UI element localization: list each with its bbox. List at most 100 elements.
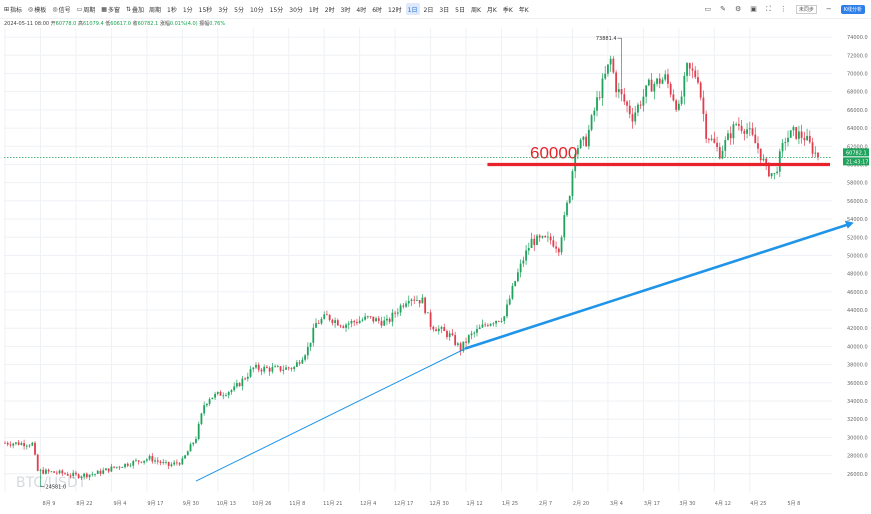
more-icon[interactable]: ⋮: [779, 5, 787, 13]
y-tick-label: 44000.0: [847, 308, 868, 314]
candle: [418, 299, 421, 308]
candle: [519, 259, 522, 278]
period-8[interactable]: 30分: [289, 6, 303, 14]
toolbar-button-2[interactable]: ◎ 信号: [50, 3, 72, 15]
period-10[interactable]: 2时: [324, 6, 335, 14]
candle: [593, 107, 596, 122]
candle-body: [617, 89, 620, 93]
snapshot-icon[interactable]: ▣: [750, 5, 757, 13]
candle: [285, 364, 287, 370]
period-20[interactable]: 月K: [486, 6, 497, 14]
toolbar-button-4[interactable]: ▦ 多窗: [99, 3, 122, 15]
candle-body: [426, 312, 429, 314]
period-7[interactable]: 15分: [269, 6, 284, 14]
candle-body: [677, 103, 680, 110]
sync-select[interactable]: 未同步: [795, 4, 817, 14]
y-tick-label: 28000.0: [847, 454, 868, 460]
period-11[interactable]: 3时: [340, 6, 351, 14]
candle-body: [353, 321, 356, 323]
candle: [746, 122, 748, 139]
candle: [304, 353, 307, 362]
period-13[interactable]: 6时: [372, 6, 383, 14]
candle-body: [634, 112, 637, 122]
period-22[interactable]: 年K: [518, 6, 529, 14]
period-16[interactable]: 2日: [423, 6, 434, 14]
period-4[interactable]: 3分: [218, 6, 229, 14]
candle-body: [334, 320, 337, 323]
toolbar-button-0[interactable]: ⊞ 指标: [2, 3, 24, 15]
candle: [503, 315, 506, 325]
period-6[interactable]: 10分: [249, 6, 264, 14]
candle: [776, 166, 778, 175]
period-14[interactable]: 12时: [388, 6, 402, 14]
candle-body: [574, 154, 577, 172]
candle: [377, 315, 380, 324]
x-tick-label: 5月 8: [787, 501, 800, 507]
candle-body: [331, 319, 334, 323]
period-5[interactable]: 5分: [234, 6, 244, 14]
draw-icon[interactable]: ✎: [720, 5, 727, 13]
candle-body: [568, 196, 571, 203]
candle-body: [241, 378, 244, 387]
period-0[interactable]: 周期: [149, 6, 162, 14]
y-tick-label: 40000.0: [847, 344, 868, 350]
candle: [75, 470, 77, 477]
x-tick-label: 10月 26: [252, 501, 271, 507]
candle: [6, 441, 9, 447]
period-15[interactable]: 1日: [405, 3, 420, 15]
period-17[interactable]: 3日: [439, 6, 450, 14]
ohlc-high: 61079.4: [82, 21, 104, 27]
candle-body: [315, 323, 317, 328]
candle-body: [443, 327, 446, 332]
minimize-icon[interactable]: −: [825, 5, 832, 13]
toolbar-button-5[interactable]: ⇅ 叠加: [124, 3, 146, 15]
candle: [208, 397, 211, 406]
candle: [342, 324, 345, 329]
candle: [514, 280, 517, 287]
candle: [495, 320, 497, 328]
mode-badge[interactable]: K线分析: [840, 4, 865, 14]
candle: [326, 310, 328, 316]
toolbar-button-3[interactable]: ▭ 周期: [75, 3, 98, 15]
settings-icon[interactable]: ⚙: [735, 5, 742, 13]
candle: [260, 367, 263, 376]
candle: [748, 121, 751, 137]
candle: [290, 367, 293, 372]
candle-body: [732, 124, 735, 139]
layout-icon[interactable]: ▭: [704, 5, 712, 13]
candle-body: [522, 260, 525, 264]
candle: [798, 125, 800, 145]
toolbar-button-1[interactable]: ◎ 模板: [26, 3, 48, 15]
period-18[interactable]: 5日: [455, 6, 465, 14]
candle: [511, 283, 514, 301]
period-2[interactable]: 1分: [182, 6, 193, 14]
candle-body: [680, 96, 683, 104]
candle-body: [61, 470, 64, 474]
period-21[interactable]: 季K: [502, 6, 513, 14]
candle: [42, 466, 45, 475]
period-19[interactable]: 周K: [470, 6, 481, 14]
candle: [817, 152, 819, 161]
candle: [140, 461, 143, 464]
candle-body: [767, 163, 770, 177]
period-9[interactable]: 1时: [308, 6, 319, 14]
candle: [9, 441, 12, 448]
candle-body: [255, 364, 257, 368]
period-12[interactable]: 4时: [356, 6, 367, 14]
candle-body: [42, 469, 45, 474]
candle: [36, 453, 39, 472]
period-3[interactable]: 15秒: [198, 6, 213, 14]
candle: [353, 319, 356, 327]
candle: [282, 365, 285, 375]
fullscreen-icon[interactable]: ⛶: [765, 4, 771, 13]
candle: [364, 312, 367, 321]
candle-body: [579, 139, 582, 149]
candle-body: [388, 318, 391, 322]
candle-body: [511, 286, 514, 299]
period-1[interactable]: 1秒: [167, 6, 177, 14]
candle: [683, 71, 686, 105]
candle: [72, 469, 75, 479]
candle: [50, 470, 53, 473]
candle-body: [189, 444, 192, 452]
